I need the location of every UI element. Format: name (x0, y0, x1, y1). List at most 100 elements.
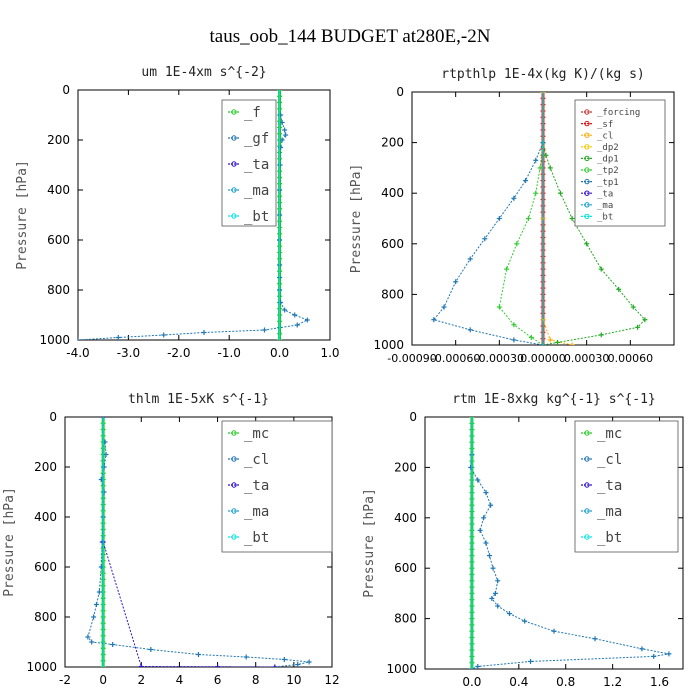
series-tp1-line (432, 142, 544, 345)
series-cl-point-17 (592, 636, 598, 642)
y-tick-label: 600 (34, 560, 57, 574)
legend-label: _gf (244, 131, 269, 147)
series-gf-point-13 (278, 300, 284, 305)
series-gf-point-21 (115, 335, 121, 340)
y-tick-label: 200 (394, 460, 417, 474)
legend-label: _forcing (597, 108, 640, 118)
y-tick-label: 600 (381, 237, 404, 251)
legend-item-tp1: _tp1 (581, 178, 619, 188)
legend-box (221, 99, 277, 227)
series-gf-point-5 (278, 145, 284, 150)
legend-item-bt: _bt (228, 530, 269, 546)
series-tp2-point-5 (504, 266, 510, 272)
figure-title: taus_oob_144 BUDGET at280E,-2N (210, 26, 491, 47)
series-cl-point-15 (196, 652, 201, 657)
legend-item-ta: _ta (228, 157, 269, 173)
legend-label: _ta (597, 189, 613, 199)
series-cl-point-18 (306, 659, 312, 665)
series-cl-point-8 (487, 553, 492, 559)
x-tick-label: 0.0 (462, 675, 481, 689)
legend-item-cl: _cl (581, 131, 613, 141)
series-cl-point-14 (506, 611, 512, 617)
legend-item-ma: _ma (228, 504, 269, 520)
legend-label: _ta (244, 157, 269, 173)
series-tp1-point-4 (496, 216, 502, 221)
x-tick-label: 0.00000 (520, 352, 566, 365)
series-tp1-point-6 (467, 256, 473, 262)
series-cl-point-18 (639, 646, 645, 652)
x-tick-label: 0.00030 (564, 352, 610, 365)
series-dp1-point-12 (555, 339, 561, 345)
series-cl-line (542, 92, 573, 345)
panel-title: rtpthlp 1E-4x(kg K)/(kg s) (441, 67, 645, 82)
y-tick-label: 400 (34, 510, 57, 524)
legend-label: _ta (244, 478, 269, 494)
y-tick-label: 400 (47, 183, 70, 197)
series-cl-point-2 (475, 477, 481, 483)
series-tp1-point-10 (467, 327, 473, 333)
series-gf-point-0 (278, 112, 284, 118)
series-cl-point-19 (295, 662, 301, 667)
panel-2: thlm 1E-5xK s^{-1} Pressure [hPa] 0 200 400 6… (2, 392, 340, 687)
series-tp2-point-6 (496, 304, 502, 310)
panel-title: thlm 1E-5xK s^{-1} (128, 392, 269, 407)
series-gf-point-19 (201, 330, 207, 335)
legend-item-cl: _cl (228, 452, 269, 468)
series-dp1-point-4 (569, 216, 575, 221)
legend-label: _bt (597, 530, 622, 546)
series-group (468, 417, 672, 669)
legend-marker (584, 155, 590, 162)
legend-label: _dp1 (597, 155, 619, 165)
series-cl-point-12 (89, 639, 95, 645)
series-dp1-point-10 (635, 324, 641, 330)
series-cl-line (470, 454, 670, 669)
y-axis-label: Pressure [hPa] (2, 487, 17, 597)
legend-label: _bt (244, 530, 269, 546)
y-tick-label: 1000 (386, 662, 417, 676)
series-cl-point-2 (101, 464, 107, 470)
legend-marker (584, 109, 590, 115)
series-group (85, 417, 312, 667)
y-tick-label: 400 (394, 511, 417, 525)
legend-item-sf: _sf (581, 120, 613, 130)
legend: _f _gf _ta _ma _bt (221, 99, 277, 227)
series-cl-point-16 (551, 628, 557, 634)
series-gf-point-4 (279, 137, 285, 143)
legend-marker (584, 167, 590, 173)
legend-marker (231, 213, 237, 219)
series-dp1-point-1 (543, 152, 549, 158)
legend-label: _bt (597, 213, 613, 223)
series-cl-point-4 (101, 489, 107, 495)
legend-label: _ma (597, 504, 622, 520)
panel-title: rtm 1E-8xkg kg^{-1} s^{-1} (452, 392, 656, 407)
x-tick-label: -0.00090 (387, 352, 436, 365)
y-axis-label: Pressure [hPa] (15, 160, 30, 270)
series-tp1-point-9 (431, 317, 437, 323)
y-tick-label: 800 (394, 612, 417, 626)
legend-box (221, 420, 333, 553)
series-gf-point-20 (161, 332, 167, 338)
x-tick-label: 8 (252, 673, 260, 687)
x-tick-label: 12 (324, 673, 339, 687)
series-cl-point-5 (481, 515, 487, 521)
x-tick-label: 1.2 (603, 675, 622, 689)
series-tp1-point-1 (533, 157, 539, 163)
legend-item-dp1: _dp1 (581, 155, 619, 165)
series-cl-point-15 (522, 618, 528, 624)
legend-label: _tp1 (597, 178, 619, 188)
series-cl-point-19 (666, 651, 672, 657)
legend-marker (231, 430, 237, 436)
series-ta-point-4 (272, 664, 278, 667)
series-cl-point-21 (528, 658, 534, 664)
plot-frame (77, 89, 331, 341)
y-tick-label: 800 (47, 283, 70, 297)
legend-marker (231, 161, 237, 167)
y-tick-label: 0 (396, 85, 404, 99)
plot-frame (424, 416, 684, 670)
y-tick-label: 800 (34, 610, 57, 624)
series-tp1-point-7 (453, 279, 459, 285)
legend: _mc _cl _ta _ma _bt (221, 420, 333, 553)
x-tick-label: 4 (176, 673, 184, 687)
legend-label: _ma (244, 504, 269, 520)
